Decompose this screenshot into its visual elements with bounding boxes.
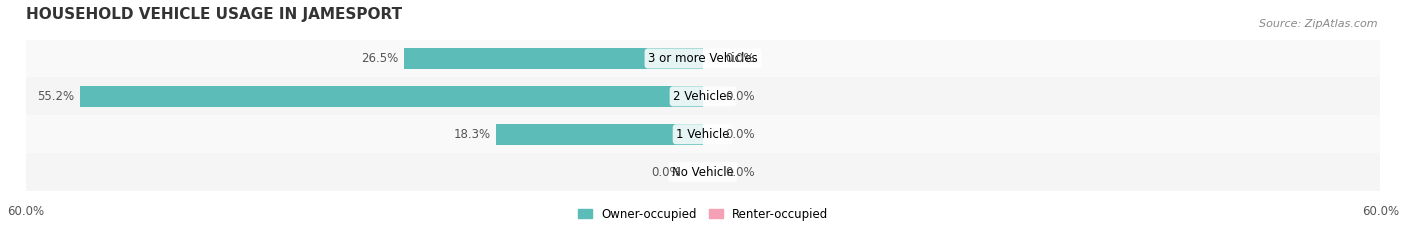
Bar [25, 153, 1381, 191]
Text: HOUSEHOLD VEHICLE USAGE IN JAMESPORT: HOUSEHOLD VEHICLE USAGE IN JAMESPORT [25, 7, 402, 22]
Text: 0.0%: 0.0% [725, 90, 755, 103]
Text: Source: ZipAtlas.com: Source: ZipAtlas.com [1260, 19, 1378, 29]
Text: 2 Vehicles: 2 Vehicles [673, 90, 733, 103]
Text: 26.5%: 26.5% [361, 52, 398, 65]
Text: 1 Vehicle: 1 Vehicle [676, 128, 730, 141]
Text: 0.0%: 0.0% [725, 128, 755, 141]
Text: 0.0%: 0.0% [651, 166, 681, 179]
Bar [80, 86, 703, 107]
Bar [25, 77, 1381, 115]
Legend: Owner-occupied, Renter-occupied: Owner-occupied, Renter-occupied [572, 203, 834, 225]
Text: 0.0%: 0.0% [725, 52, 755, 65]
Text: 0.0%: 0.0% [725, 166, 755, 179]
Bar [496, 124, 703, 145]
Text: 55.2%: 55.2% [37, 90, 75, 103]
Text: 18.3%: 18.3% [454, 128, 491, 141]
Bar [25, 40, 1381, 77]
Bar [404, 48, 703, 69]
Bar [25, 115, 1381, 153]
Text: 3 or more Vehicles: 3 or more Vehicles [648, 52, 758, 65]
Text: No Vehicle: No Vehicle [672, 166, 734, 179]
